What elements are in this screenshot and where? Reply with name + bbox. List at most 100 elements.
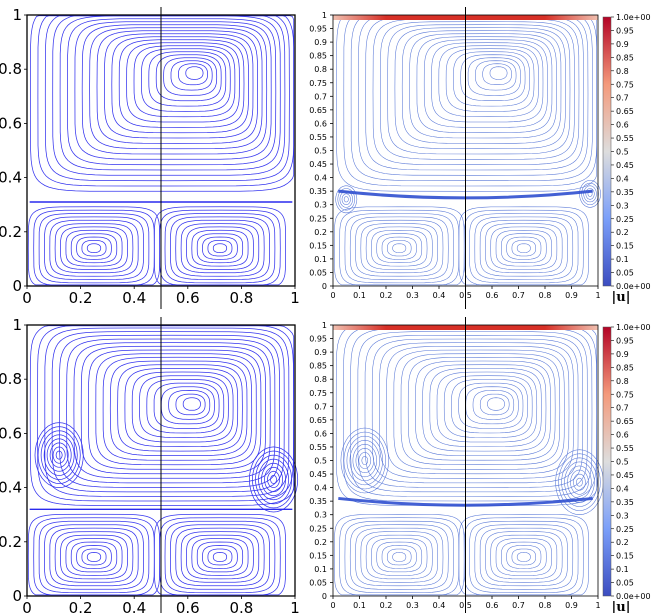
y-tick-label: 0.95 [309,25,327,34]
colorbar-gradient [602,326,612,597]
y-tick-label: 0.65 [309,416,327,425]
x-tick-label: 0.8 [539,601,552,610]
streamline [364,335,584,488]
y-tick-label: 0.4 [0,169,22,187]
streamline [555,449,604,515]
x-tick-label: 0 [330,291,335,300]
streamlines [334,325,604,596]
streamline [102,356,253,461]
streamline [474,216,574,280]
y-tick-label: 0.45 [309,470,327,479]
streamline [155,54,222,102]
colorbar-label: 0.2 [616,228,629,237]
streamline [511,548,536,566]
streamline [394,27,566,149]
streamline [458,206,589,286]
streamline-panel-top-right: 0 0.1 0.2 0.3 0.4 0.5 0.6 0.7 0.8 0.9 1 0 0.05 0.1 0.1… [309,7,601,309]
streamline [104,33,254,139]
streamline [124,368,239,447]
streamline [392,552,407,562]
colorbar-label: 0.9 [616,40,629,49]
streamline [80,345,266,475]
y-tick-label: 0.4 [314,174,327,183]
colorbar-label: 0.55 [616,444,634,453]
streamline [44,524,144,590]
streamline [258,458,289,501]
y-tick-label: 0.5 [314,147,327,156]
y-tick-label: 0.15 [309,551,327,560]
y-tick-label: 0.9 [314,38,327,47]
y-tick-label: 0.1 [314,565,327,574]
streamline [490,534,558,580]
streamline [185,66,204,80]
streamline [67,18,277,166]
streamline [467,57,521,96]
colorbar-label: 0.45 [616,471,634,480]
streamline [175,219,265,277]
streamline [576,477,583,487]
streamline [175,527,265,587]
x-tick-label: 0.6 [486,601,499,610]
streamline [81,548,107,566]
colorbar-label: 1.0e+00 [616,13,651,22]
streamline [583,185,597,203]
colorbar-label: 0.95 [616,26,634,35]
y-tick-label: 0.6 [314,119,327,128]
streamline [65,538,123,576]
streamline [360,223,438,274]
streamline [495,230,552,267]
streamline [501,233,547,263]
colorbar-label: 0.1 [616,255,629,264]
streamline [360,531,438,583]
y-tick-label: 0.4 [314,484,327,493]
streamline [516,552,531,562]
streamline [264,466,283,493]
streamline [170,524,270,590]
streamline [261,462,286,497]
streamline [365,226,433,270]
streamline [376,233,423,263]
x-tick-label: 0.3 [406,291,419,300]
streamline [381,545,417,569]
streamline [489,66,508,80]
streamline [86,552,102,562]
streamline [29,325,295,506]
streamline [458,382,524,429]
streamline [202,236,238,260]
x-tick-label: 0.2 [380,291,393,300]
x-tick-label: 0 [22,289,32,307]
streamline [89,27,263,150]
colorbar-label: 0.7 [616,404,629,413]
x-tick-label: 1 [290,599,300,613]
streamline [581,182,599,205]
streamline [475,60,517,91]
streamline [37,325,294,502]
y-tick-label: 0.5 [314,457,327,466]
streamline [43,434,75,476]
streamline [361,456,369,465]
streamline [182,397,201,411]
streamline [349,439,380,482]
streamline [350,327,593,497]
y-tick-label: 0.2 [314,538,327,547]
streamline [52,446,66,464]
y-tick-label: 0.4 [0,479,22,497]
colorbar-label: 0.3 [616,201,629,210]
streamline [422,364,547,452]
streamline [344,213,454,284]
colorbar-label: 0.1 [616,565,629,574]
y-tick-label: 0.7 [314,92,327,101]
colorbar-label: 0.95 [616,336,634,345]
streamline [81,24,268,155]
streamline [34,422,84,488]
colorbar-label: 0.85 [616,53,634,62]
colorbar-label: 0.9 [616,350,629,359]
y-tick-label: 0.6 [0,114,22,132]
streamline [33,209,155,286]
x-tick-label: 0.2 [380,601,393,610]
y-tick-label: 0.2 [0,533,22,551]
colorbar-label: 0.15 [616,552,634,561]
y-tick-label: 0 [322,592,327,601]
streamline [341,193,351,205]
